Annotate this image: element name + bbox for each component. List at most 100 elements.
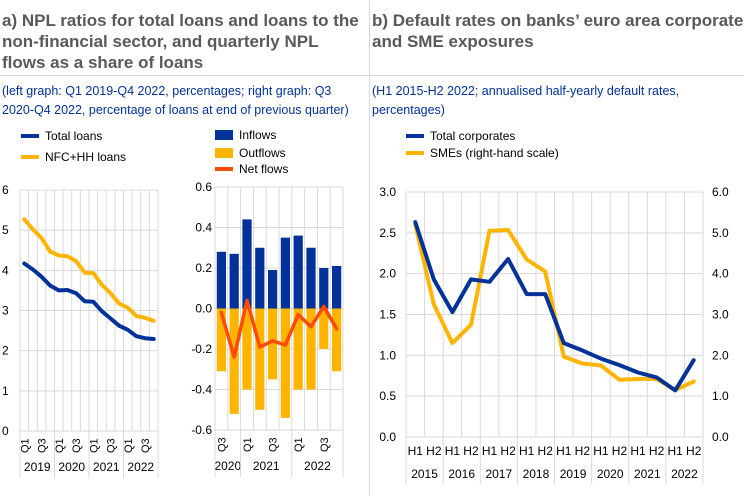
bar-inflows: [267, 270, 278, 309]
x-tick-label: H1: [482, 444, 498, 458]
series-line-net-flows: [219, 298, 339, 359]
x-year-label: 2018: [523, 467, 550, 481]
y-tick-label-right: 0.0: [712, 430, 729, 444]
legend-nfc-hh-loans-swatch: [21, 155, 39, 159]
x-tick-label: Q3: [216, 437, 228, 452]
title-divider-horizontal: [0, 75, 744, 76]
x-year-label: 2022: [127, 460, 154, 474]
x-tick-label: H1: [408, 444, 424, 458]
series-line-total-loans: [22, 261, 156, 341]
y-tick-label-right: 3.0: [712, 308, 729, 322]
x-year-label: 2017: [485, 467, 512, 481]
x-tick-label: Q3: [268, 437, 280, 452]
bar-inflows: [280, 237, 291, 309]
legend-smes-label: SMEs (right-hand scale): [430, 146, 559, 160]
x-tick-label: H2: [612, 444, 628, 458]
x-year-label: 2019: [24, 460, 51, 474]
x-year-label: 2022: [671, 467, 698, 481]
x-tick-label: Q1: [293, 437, 305, 452]
bar-inflows: [293, 235, 303, 309]
bar-outflows: [306, 308, 316, 390]
legend-total-loans-swatch: [21, 134, 39, 138]
x-year-label: 2021: [634, 467, 661, 481]
y-tick-label: 1: [2, 384, 9, 398]
x-tick-label: H1: [593, 444, 609, 458]
y-tick-label-left: 1.5: [379, 308, 396, 322]
legend-inflows-label: Inflows: [239, 128, 276, 142]
y-tick-label: 5: [2, 223, 9, 237]
bar-inflows: [306, 247, 316, 309]
legend-outflows-swatch: [215, 148, 233, 158]
y-tick-label-left: 0.5: [379, 389, 396, 403]
x-tick-label: H2: [649, 444, 665, 458]
bar-outflows: [293, 308, 303, 390]
x-tick-label: H1: [519, 444, 535, 458]
x-tick-label: Q1: [242, 437, 254, 452]
y-tick-label-right: 2.0: [712, 348, 729, 362]
bar-inflows: [229, 253, 239, 309]
legend-nfc-hh-loans-label: NFC+HH loans: [45, 150, 126, 164]
bar-outflows: [229, 308, 239, 414]
x-tick-label: H2: [500, 444, 516, 458]
y-tick-label: 6: [2, 183, 9, 197]
y-tick-label-left: 3.0: [379, 185, 396, 199]
legend-net-flows-swatch: [215, 167, 233, 171]
y-tick-label-left: 2.5: [379, 226, 396, 240]
bar-outflows: [242, 308, 252, 390]
x-tick-label: Q1: [123, 438, 135, 453]
bar-outflows: [280, 308, 291, 418]
legend-net-flows-label: Net flows: [239, 162, 288, 176]
legend-total-loans-label: Total loans: [45, 129, 102, 143]
y-tick-label-right: 5.0: [712, 226, 729, 240]
series-line-nfc-hh-loans: [22, 217, 156, 323]
y-tick-label: 2: [2, 344, 9, 358]
x-year-label: 2021: [93, 460, 120, 474]
x-year-label: 2015: [411, 467, 438, 481]
legend-total-corporates-label: Total corporates: [430, 129, 515, 143]
y-tick-label-left: 0.0: [379, 430, 396, 444]
x-tick-label: H1: [556, 444, 572, 458]
legend-total-corporates-swatch: [406, 134, 424, 138]
x-tick-label: Q1: [54, 438, 66, 453]
bar-outflows: [216, 308, 227, 372]
x-tick-label: H1: [630, 444, 646, 458]
y-tick-label: 0: [2, 424, 9, 438]
series-line-total-corporates: [413, 220, 696, 393]
legend-smes-swatch: [406, 151, 424, 155]
legend-inflows-swatch: [215, 130, 233, 140]
x-tick-label: H2: [463, 444, 479, 458]
y-tick-label: -0.2: [191, 342, 212, 356]
x-year-label: 2021: [253, 459, 280, 473]
x-year-label: 2016: [448, 467, 475, 481]
bar-outflows: [319, 308, 329, 349]
y-tick-label: -0.4: [191, 383, 212, 397]
y-tick-label: 3: [2, 304, 9, 318]
y-tick-label-left: 1.0: [379, 348, 396, 362]
bar-inflows: [216, 251, 227, 309]
bar-outflows: [331, 308, 342, 372]
x-tick-label: H1: [445, 444, 461, 458]
bar-inflows: [255, 247, 265, 309]
x-year-label: 2020: [58, 460, 85, 474]
panel-a-title: a) NPL ratios for total loans and loans …: [2, 11, 359, 72]
panel-a-subtitle: (left graph: Q1 2019-Q4 2022, percentage…: [2, 84, 349, 117]
bar-inflows: [331, 265, 342, 309]
x-tick-label: H2: [575, 444, 591, 458]
x-tick-label: H2: [686, 444, 702, 458]
y-tick-label-right: 1.0: [712, 389, 729, 403]
x-tick-label: Q1: [88, 438, 100, 453]
y-tick-label-right: 4.0: [712, 267, 729, 281]
panel-divider-vertical: [369, 0, 370, 496]
x-tick-label: Q3: [140, 438, 152, 453]
bar-outflows: [267, 308, 278, 380]
x-tick-label: Q3: [37, 438, 49, 453]
x-tick-label: H2: [426, 444, 442, 458]
y-tick-label-right: 6.0: [712, 185, 729, 199]
x-year-label: 2019: [560, 467, 587, 481]
bar-outflows: [255, 308, 265, 410]
x-year-label: 2022: [304, 459, 331, 473]
y-tick-label: 0.6: [195, 180, 212, 194]
panel-b-title: b) Default rates on banks’ euro area cor…: [372, 11, 744, 51]
bar-inflows: [319, 268, 329, 309]
